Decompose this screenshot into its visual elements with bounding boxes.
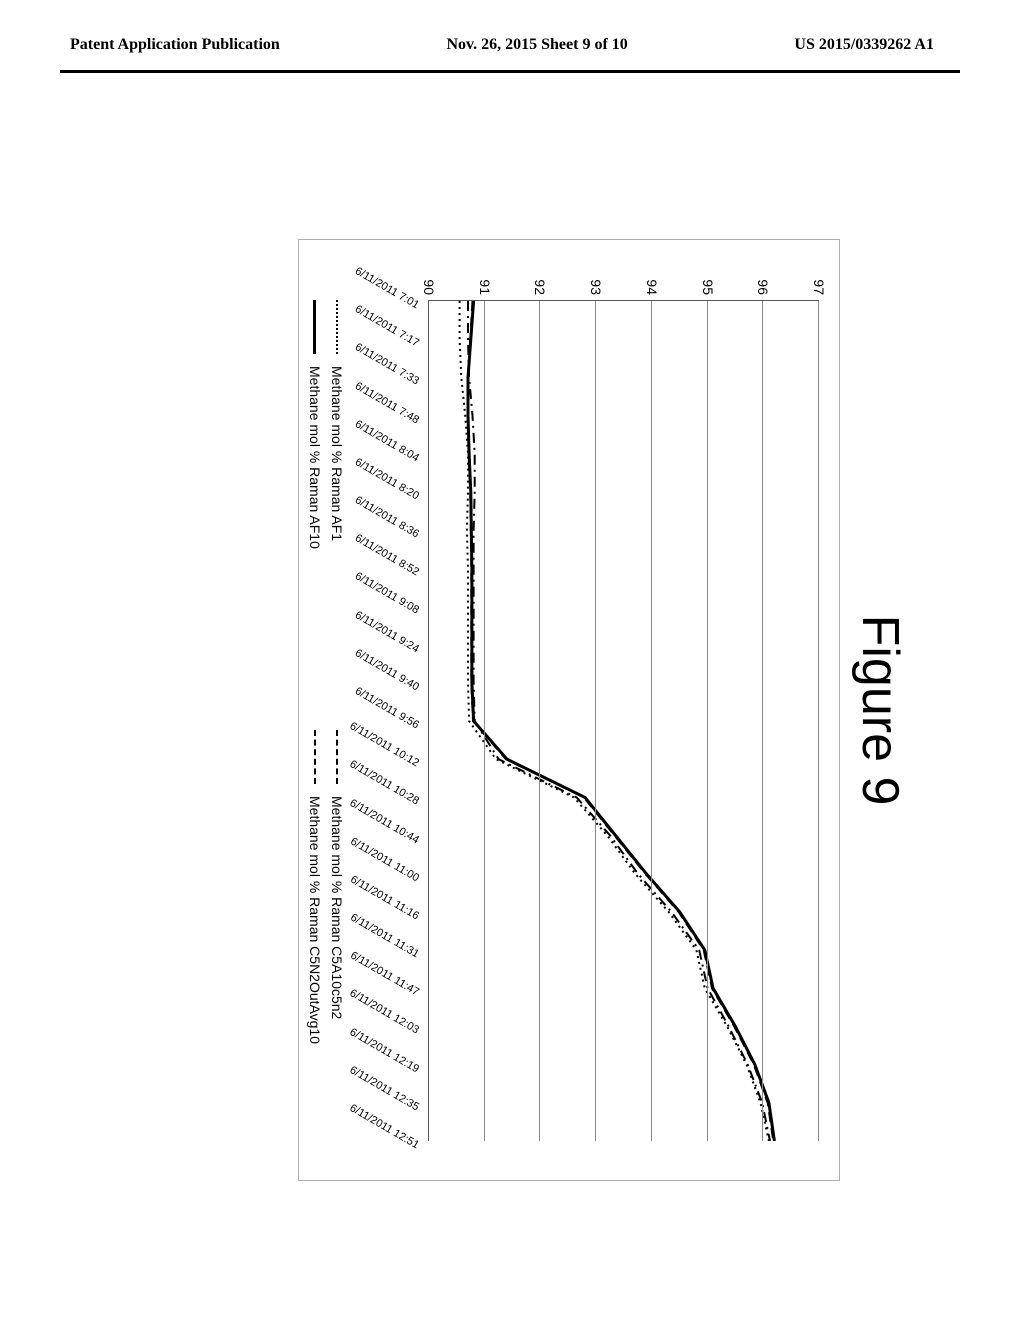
legend-swatch [314, 730, 316, 784]
legend-label: Methane mol % Raman C5N2OutAvg10 [307, 796, 323, 1044]
x-tick-label: 6/11/2011 9:24 [353, 609, 421, 655]
figure-rotated-container: Figure 9 90919293949596976/11/2011 7:016… [120, 190, 910, 1230]
y-tick-label: 97 [811, 265, 827, 295]
x-tick-label: 6/11/2011 8:36 [353, 494, 421, 540]
x-tick-label: 6/11/2011 7:33 [353, 341, 421, 387]
series-line [468, 301, 770, 1141]
chart-box: 90919293949596976/11/2011 7:016/11/2011 … [298, 239, 840, 1181]
gridline [484, 301, 485, 1141]
legend-label: Methane mol % Raman AF1 [329, 366, 345, 541]
legend-label: Methane mol % Raman AF10 [307, 366, 323, 549]
y-tick-label: 92 [532, 265, 548, 295]
x-tick-label: 6/11/2011 9:40 [353, 647, 421, 693]
page-header: Patent Application Publication Nov. 26, … [0, 36, 1024, 54]
header-right: US 2015/0339262 A1 [794, 36, 934, 54]
gridline [539, 301, 540, 1141]
legend-item: Methane mol % Raman AF10 [307, 300, 323, 730]
chart-svg [429, 301, 819, 1141]
series-line [468, 301, 773, 1141]
page: Patent Application Publication Nov. 26, … [0, 0, 1024, 1320]
x-tick-label: 6/11/2011 7:01 [353, 265, 421, 311]
legend-item: Methane mol % Raman AF1 [329, 300, 345, 730]
legend-item: Methane mol % Raman C5N2OutAvg10 [307, 730, 323, 1160]
y-tick-label: 95 [700, 265, 716, 295]
gridline [707, 301, 708, 1141]
gridline [651, 301, 652, 1141]
x-tick-label: 6/11/2011 9:08 [353, 571, 421, 617]
x-tick-label: 6/11/2011 7:17 [353, 303, 421, 349]
plot-area: 90919293949596976/11/2011 7:016/11/2011 … [428, 300, 819, 1141]
x-tick-label: 6/11/2011 8:20 [353, 456, 421, 502]
legend-swatch [314, 300, 317, 354]
header-rule [60, 70, 960, 73]
x-tick-label: 6/11/2011 8:04 [353, 418, 421, 464]
header-mid: Nov. 26, 2015 Sheet 9 of 10 [446, 36, 627, 54]
figure-inner: Figure 9 90919293949596976/11/2011 7:016… [120, 190, 910, 1230]
y-tick-label: 96 [755, 265, 771, 295]
y-tick-label: 90 [421, 265, 437, 295]
header-left: Patent Application Publication [70, 36, 280, 54]
gridline [818, 301, 819, 1141]
gridline [595, 301, 596, 1141]
figure-title: Figure 9 [850, 190, 910, 1230]
x-tick-label: 6/11/2011 7:48 [353, 380, 421, 426]
legend-swatch [336, 300, 338, 354]
y-tick-label: 91 [477, 265, 493, 295]
legend-swatch [336, 730, 338, 784]
legend-item: Methane mol % Raman C5A10c5n2 [329, 730, 345, 1160]
legend: Methane mol % Raman AF1 Methane mol % Ram… [307, 300, 345, 1160]
gridline [762, 301, 763, 1141]
legend-label: Methane mol % Raman C5A10c5n2 [329, 796, 345, 1019]
y-tick-label: 93 [588, 265, 604, 295]
y-tick-label: 94 [644, 265, 660, 295]
x-tick-label: 6/11/2011 9:56 [353, 685, 421, 731]
